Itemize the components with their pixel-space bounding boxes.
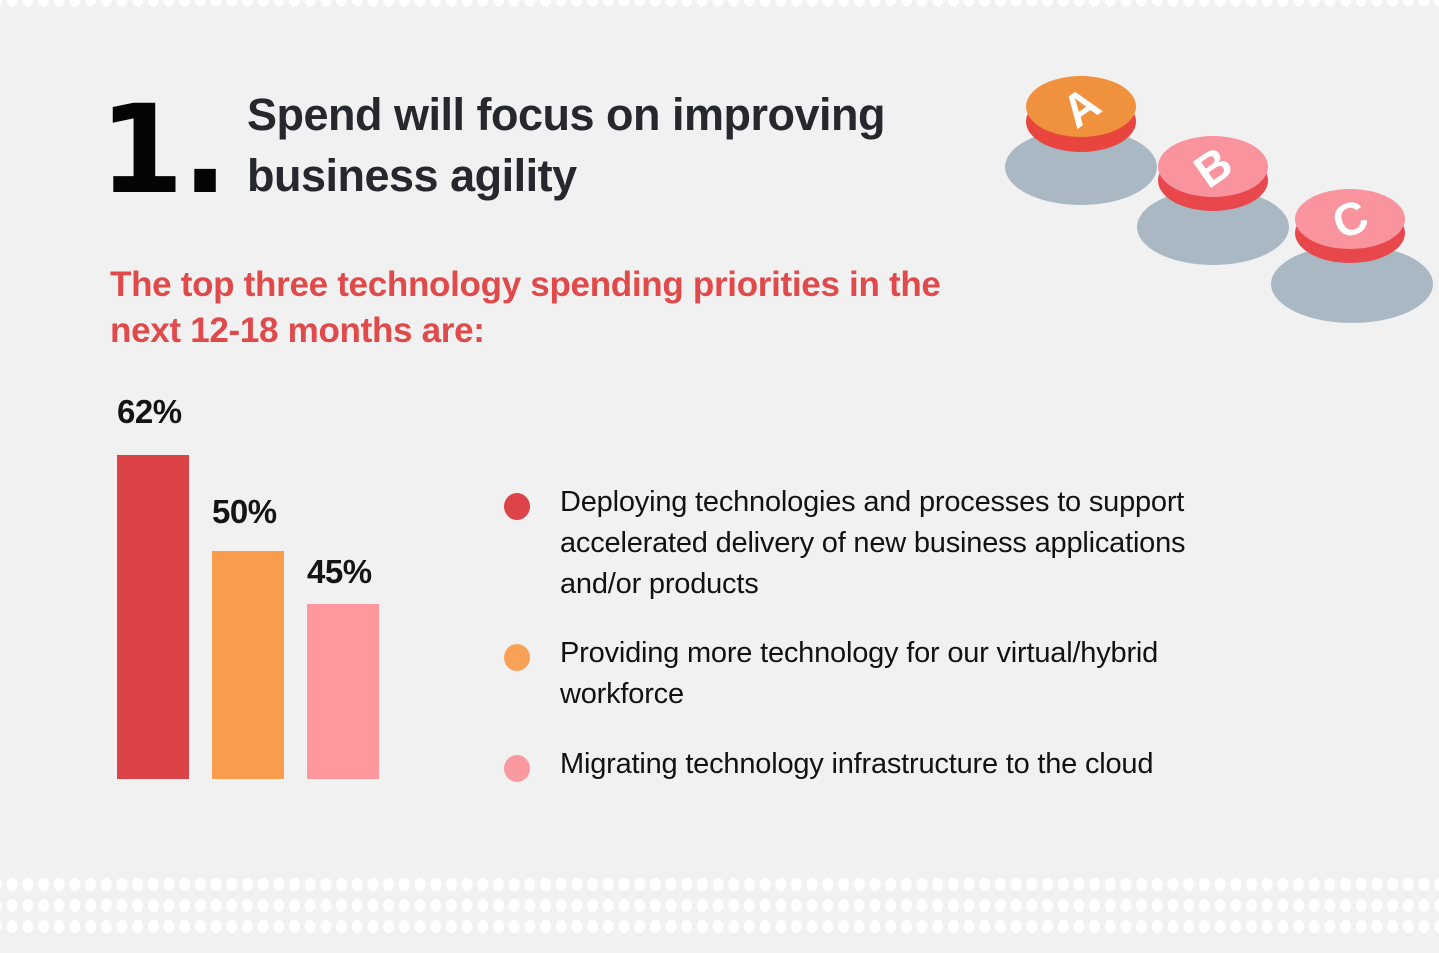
subtitle: The top three technology spending priori…	[110, 262, 941, 354]
page-title: Spend will focus on improving business ag…	[247, 84, 886, 206]
legend-item-label-line: accelerated delivery of new business app…	[560, 527, 1186, 559]
abc-buttons-illustration: A B C	[995, 60, 1439, 330]
bar-group	[117, 455, 379, 779]
legend-item-label-line: Deploying technologies and processes to …	[560, 486, 1185, 518]
bar-virtual-hybrid-workforce	[212, 551, 284, 779]
bar-value-label: 62%	[117, 393, 182, 430]
section-number: 1.	[99, 79, 228, 221]
legend-item-label-line: workforce	[560, 678, 684, 710]
dot-pattern-bottom	[0, 874, 1439, 935]
legend-dot-icon	[504, 755, 530, 782]
legend-item-label-line: Migrating technology infrastructure to t…	[560, 748, 1154, 780]
legend-dot-icon	[504, 493, 530, 520]
bar-value-label: 45%	[307, 553, 372, 590]
subtitle-line-2: next 12-18 months are:	[110, 311, 485, 350]
bar-deploying-technologies	[117, 455, 189, 779]
legend-item-label-line: Providing more technology for our virtua…	[560, 637, 1159, 669]
page-title-line-1: Spend will focus on improving	[247, 89, 886, 140]
subtitle-line-1: The top three technology spending priori…	[110, 265, 941, 304]
bar-value-label: 50%	[212, 493, 277, 530]
legend-item-label: Migrating technology infrastructure to t…	[560, 744, 1153, 785]
disc-a-top	[1026, 76, 1136, 137]
page-title-line-2: business agility	[247, 150, 577, 201]
legend-dot-icon	[504, 644, 530, 671]
disc-b-top	[1158, 136, 1268, 197]
legend-item-label: Providing more technology for our virtua…	[560, 633, 1158, 715]
bar-chart: 62% 50% 45%	[117, 395, 537, 779]
dot-pattern-top	[0, 0, 1439, 9]
legend-item-label-line: and/or products	[560, 568, 759, 600]
legend-item-label: Deploying technologies and processes to …	[560, 482, 1186, 605]
legend-item-deploying-technologies: Deploying technologies and processes to …	[504, 482, 1186, 605]
bar-cloud-migration	[307, 604, 379, 779]
disc-c-top	[1295, 189, 1405, 249]
legend-item-cloud-migration: Migrating technology infrastructure to t…	[504, 744, 1153, 785]
legend-item-virtual-hybrid-workforce: Providing more technology for our virtua…	[504, 633, 1158, 715]
